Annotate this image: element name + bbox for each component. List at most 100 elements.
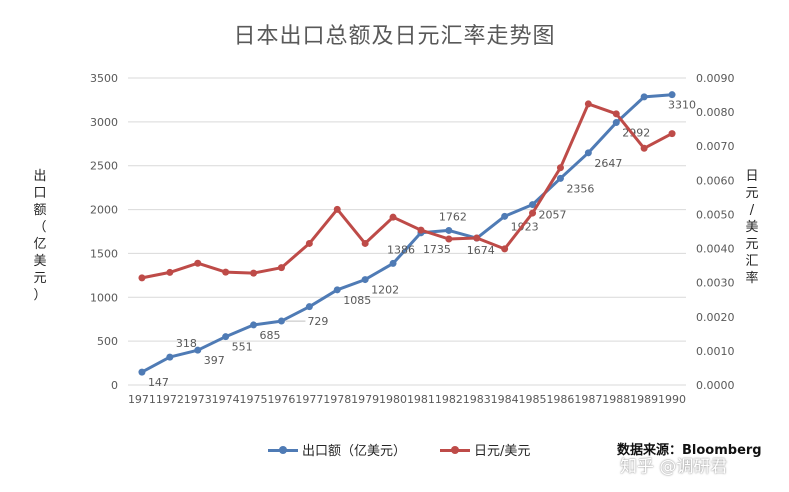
- data-point-export: [501, 212, 509, 220]
- x-tick-label: 1978: [323, 393, 351, 406]
- y-tick-label: 500: [97, 335, 118, 348]
- y2-tick-label: 0.0090: [696, 72, 735, 85]
- data-label: 318: [176, 337, 197, 350]
- x-tick-label: 1979: [351, 393, 379, 406]
- data-point-fx: [166, 268, 174, 276]
- y2-tick-label: 0.0040: [696, 243, 735, 256]
- data-label: 3310: [668, 99, 696, 112]
- data-point-export: [305, 303, 313, 311]
- x-tick-label: 1983: [463, 393, 491, 406]
- data-point-fx: [529, 209, 537, 217]
- data-label: 1202: [371, 284, 399, 297]
- data-label: 1386: [387, 243, 415, 256]
- data-point-fx: [222, 268, 230, 276]
- data-label: 551: [232, 341, 253, 354]
- y2-tick-label: 0.0010: [696, 345, 735, 358]
- legend-swatch-fx: [440, 444, 471, 456]
- x-tick-label: 1984: [491, 393, 519, 406]
- x-tick-label: 1976: [267, 393, 295, 406]
- data-point-fx: [584, 100, 592, 108]
- data-point-export: [668, 91, 676, 99]
- data-point-fx: [640, 144, 648, 152]
- series-line-export: [141, 93, 673, 374]
- data-point-fx: [501, 245, 509, 253]
- legend: 出口额（亿美元） 日元/美元: [268, 440, 530, 459]
- data-point-export: [584, 149, 592, 157]
- data-label: 147: [148, 376, 169, 389]
- x-tick-label: 1985: [519, 393, 547, 406]
- x-tick-label: 1987: [574, 393, 602, 406]
- data-point-fx: [445, 235, 453, 243]
- data-point-fx: [389, 213, 397, 221]
- x-tick-label: 1981: [407, 393, 435, 406]
- left-axis-label: 出口额（亿美元）: [33, 169, 47, 303]
- data-point-export: [138, 368, 146, 376]
- data-label: 1674: [467, 244, 495, 257]
- y2-tick-label: 0.0050: [696, 208, 735, 221]
- watermark: 知乎 @调研君: [620, 457, 728, 477]
- x-tick-label: 1990: [658, 393, 686, 406]
- y2-tick-label: 0.0070: [696, 140, 735, 153]
- y-tick-label: 2000: [90, 204, 118, 217]
- data-point-export: [250, 321, 258, 329]
- right-axis-label: 日元 / 美元汇率: [745, 169, 759, 286]
- data-point-export: [389, 259, 397, 267]
- y-tick-label: 3000: [90, 116, 118, 129]
- data-point-fx: [556, 164, 564, 172]
- chart-title: 日本出口总额及日元汇率走势图: [233, 24, 556, 49]
- x-tick-label: 1974: [212, 393, 240, 406]
- data-label: 2647: [594, 157, 622, 170]
- y2-tick-label: 0.0060: [696, 174, 735, 187]
- data-point-fx: [194, 259, 202, 267]
- data-label: 729: [307, 315, 328, 328]
- x-tick-label: 1980: [379, 393, 407, 406]
- y2-tick-label: 0.0000: [696, 379, 735, 392]
- x-tick-label: 1975: [240, 393, 268, 406]
- data-point-export: [194, 346, 202, 354]
- x-tick-label: 1988: [602, 393, 630, 406]
- legend-swatch-export: [268, 444, 298, 456]
- data-label: 1085: [343, 294, 371, 307]
- source-note: 数据来源：Bloomberg: [617, 443, 762, 458]
- x-tick-label: 1986: [546, 393, 574, 406]
- data-point-fx: [668, 130, 676, 138]
- x-tick-label: 1972: [156, 393, 184, 406]
- data-point-export: [333, 286, 341, 294]
- legend-label-fx: 日元/美元: [474, 444, 531, 459]
- data-point-export: [277, 317, 285, 325]
- x-tick-label: 1982: [435, 393, 463, 406]
- data-point-fx: [305, 239, 313, 247]
- data-label: 2356: [566, 182, 594, 195]
- y-tick-label: 0: [111, 379, 118, 392]
- data-label: 397: [204, 354, 225, 367]
- data-point-fx: [138, 274, 146, 282]
- data-point-export: [222, 333, 230, 341]
- data-point-fx: [612, 110, 620, 118]
- legend-label-export: 出口额（亿美元）: [302, 444, 407, 459]
- x-tick-label: 1971: [128, 393, 156, 406]
- data-label: 685: [260, 329, 281, 342]
- data-label: 2057: [539, 209, 567, 222]
- data-label: 1762: [439, 210, 467, 223]
- data-point-export: [166, 353, 174, 361]
- legend-item-export: 出口额（亿美元）: [268, 440, 406, 459]
- data-point-export: [445, 226, 453, 234]
- data-point-fx: [361, 239, 369, 247]
- y2-tick-label: 0.0030: [696, 277, 735, 290]
- y-tick-label: 1000: [90, 291, 118, 304]
- legend-item-fx: 日元/美元: [440, 440, 530, 459]
- x-tick-label: 1977: [295, 393, 323, 406]
- data-point-fx: [333, 205, 341, 213]
- y-tick-label: 2500: [90, 160, 118, 173]
- x-tick-label: 1989: [630, 393, 658, 406]
- data-point-fx: [277, 264, 285, 272]
- data-point-export: [361, 276, 369, 284]
- y2-tick-label: 0.0080: [696, 106, 735, 119]
- data-point-export: [529, 201, 537, 209]
- data-point-export: [612, 119, 620, 127]
- y-tick-label: 3500: [90, 72, 118, 85]
- data-point-fx: [250, 269, 258, 277]
- data-label: 1735: [423, 243, 451, 256]
- x-tick-label: 1973: [184, 393, 212, 406]
